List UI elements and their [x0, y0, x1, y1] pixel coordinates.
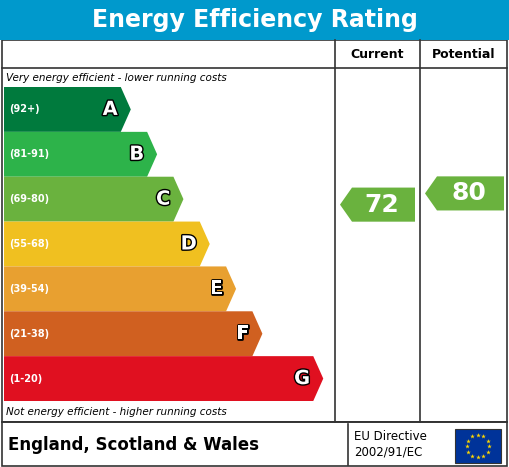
Text: Current: Current — [351, 48, 404, 61]
Text: (21-38): (21-38) — [9, 329, 49, 339]
Polygon shape — [4, 177, 183, 221]
Text: England, Scotland & Wales: England, Scotland & Wales — [8, 436, 259, 453]
Text: D: D — [181, 234, 197, 254]
Text: Not energy efficient - higher running costs: Not energy efficient - higher running co… — [6, 407, 227, 417]
Text: A: A — [103, 100, 118, 119]
Text: (39-54): (39-54) — [9, 284, 49, 294]
Text: (81-91): (81-91) — [9, 149, 49, 159]
Polygon shape — [425, 177, 504, 211]
Polygon shape — [340, 188, 415, 222]
Text: (92+): (92+) — [9, 105, 40, 114]
Bar — [2, 422, 507, 466]
Text: C: C — [156, 190, 171, 209]
Text: 80: 80 — [451, 181, 486, 205]
Text: EU Directive
2002/91/EC: EU Directive 2002/91/EC — [354, 431, 427, 459]
Text: (55-68): (55-68) — [9, 239, 49, 249]
Bar — [2, 40, 507, 422]
Polygon shape — [4, 267, 236, 311]
Bar — [455, 429, 501, 463]
Text: B: B — [129, 145, 144, 164]
Text: F: F — [236, 324, 249, 343]
Text: G: G — [294, 369, 310, 388]
Text: Potential: Potential — [432, 48, 495, 61]
Text: (69-80): (69-80) — [9, 194, 49, 204]
Text: Very energy efficient - lower running costs: Very energy efficient - lower running co… — [6, 73, 227, 83]
Text: 72: 72 — [364, 192, 399, 217]
Polygon shape — [4, 221, 210, 267]
Text: E: E — [210, 279, 223, 298]
Bar — [0, 0, 509, 40]
Polygon shape — [4, 311, 263, 356]
Polygon shape — [4, 132, 157, 177]
Polygon shape — [4, 356, 323, 401]
Text: Energy Efficiency Rating: Energy Efficiency Rating — [92, 8, 417, 32]
Polygon shape — [4, 87, 131, 132]
Text: (1-20): (1-20) — [9, 374, 42, 383]
